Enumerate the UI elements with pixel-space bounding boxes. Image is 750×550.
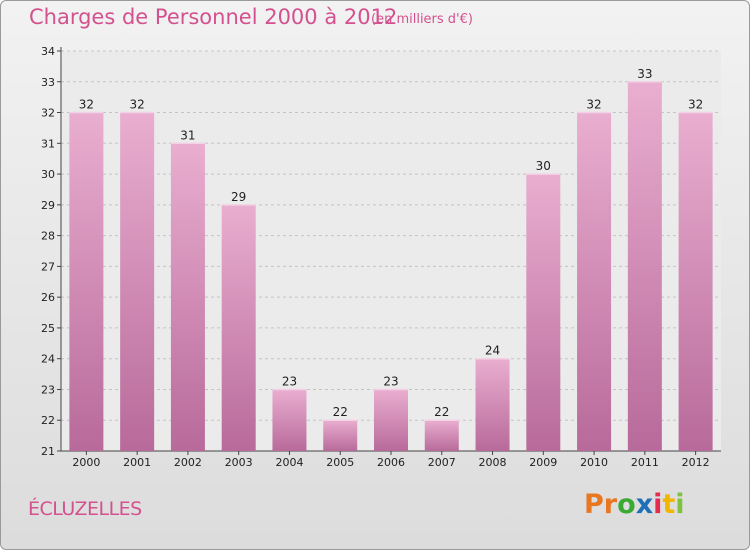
bar-value-label: 22 (333, 405, 348, 419)
bar-value-label: 32 (79, 98, 94, 112)
y-tick-label: 34 (41, 45, 55, 58)
chart-title: Charges de Personnel 2000 à 2012 (29, 5, 398, 29)
y-tick-label: 26 (41, 291, 55, 304)
y-tick-label: 25 (41, 322, 55, 335)
x-tick-label: 2006 (377, 456, 405, 469)
y-tick-label: 29 (41, 199, 55, 212)
logo-letter: o (617, 489, 636, 520)
y-tick-label: 30 (41, 168, 55, 181)
y-tick-label: 21 (41, 445, 55, 458)
y-tick-label: 28 (41, 230, 55, 243)
bar-value-label: 32 (586, 98, 601, 112)
logo-letter: x (635, 489, 654, 520)
bar-2003 (221, 204, 256, 451)
logo-letter: i (675, 489, 685, 520)
place-name: ÉCLUZELLES (28, 498, 142, 520)
bar-value-label: 31 (180, 128, 195, 142)
y-tick-label: 23 (41, 383, 55, 396)
x-tick-label: 2002 (174, 456, 202, 469)
bar-2012 (678, 112, 713, 452)
x-tick-label: 2000 (72, 456, 100, 469)
bar-value-label: 24 (485, 344, 500, 358)
y-tick-label: 27 (41, 260, 55, 273)
logo-letter: r (603, 489, 618, 520)
y-tick-label: 24 (41, 353, 55, 366)
bar-2001 (120, 112, 155, 452)
x-tick-label: 2005 (326, 456, 354, 469)
bar-2010 (577, 112, 612, 452)
logo-letter: t (662, 489, 676, 520)
x-tick-label: 2001 (123, 456, 151, 469)
x-tick-label: 2008 (479, 456, 507, 469)
bar-2002 (170, 143, 205, 452)
chart-subtitle: (en milliers d'€) (371, 12, 473, 27)
x-tick-label: 2011 (631, 456, 659, 469)
logo-letter: i (653, 489, 663, 520)
x-tick-label: 2003 (225, 456, 253, 469)
x-tick-label: 2010 (580, 456, 608, 469)
bar-2007 (424, 420, 459, 451)
bar-2000 (69, 112, 104, 452)
bar-value-label: 30 (536, 159, 551, 173)
logo-letter: P (584, 489, 604, 520)
bar-value-label: 23 (282, 374, 297, 388)
bar-2006 (374, 389, 408, 451)
y-tick-label: 33 (41, 76, 55, 89)
bar-2008 (475, 358, 510, 451)
bar-value-label: 29 (231, 190, 246, 204)
x-tick-label: 2004 (275, 456, 303, 469)
proxiti-logo: Proxiti (584, 489, 685, 520)
bar-value-label: 33 (637, 67, 652, 81)
bar-value-label: 23 (383, 374, 398, 388)
bar-2009 (526, 174, 561, 452)
y-tick-label: 32 (41, 107, 55, 120)
bar-2004 (272, 389, 307, 451)
x-tick-label: 2007 (428, 456, 456, 469)
y-tick-label: 22 (41, 414, 55, 427)
x-tick-label: 2009 (529, 456, 557, 469)
x-tick-label: 2012 (682, 456, 710, 469)
bar-value-label: 22 (434, 405, 449, 419)
bar-value-label: 32 (688, 98, 703, 112)
bar-2011 (627, 81, 662, 452)
y-tick-label: 31 (41, 137, 55, 150)
bar-value-label: 32 (130, 98, 145, 112)
bar-2005 (323, 420, 358, 451)
